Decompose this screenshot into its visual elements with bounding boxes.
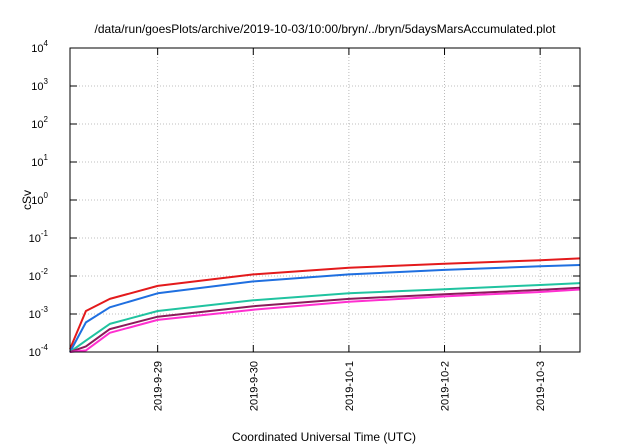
x-axis: 2019-9-29 2019-9-30 2019-10-1 2019-10-2 2019… <box>153 48 547 411</box>
y-tick-label: 10-2 <box>29 267 49 283</box>
x-tick-label: 2019-9-30 <box>248 361 260 411</box>
y-tick-label: 101 <box>31 153 48 169</box>
series-line <box>69 286 581 353</box>
series-line <box>69 257 581 350</box>
x-tick-label: 2019-10-1 <box>344 361 356 411</box>
x-tick-label: 2019-10-3 <box>535 361 547 411</box>
y-tick-label: 103 <box>31 77 48 93</box>
x-tick-label: 2019-10-2 <box>440 361 452 411</box>
series-group <box>69 257 581 353</box>
grid <box>70 48 580 352</box>
series-line <box>69 264 581 353</box>
y-tick-label: 10-4 <box>29 343 49 359</box>
series-line <box>69 288 581 353</box>
y-tick-label: 10-3 <box>29 305 49 321</box>
x-tick-label: 2019-9-29 <box>153 361 165 411</box>
series-line <box>69 282 581 353</box>
y-tick-label: 104 <box>31 39 48 55</box>
x-axis-label: Coordinated Universal Time (UTC) <box>232 430 416 444</box>
y-tick-label: 102 <box>31 115 48 131</box>
y-axis-label: cSv <box>20 190 34 210</box>
chart-title: /data/run/goesPlots/archive/2019-10-03/1… <box>95 22 557 36</box>
y-tick-label: 10-1 <box>29 229 49 245</box>
